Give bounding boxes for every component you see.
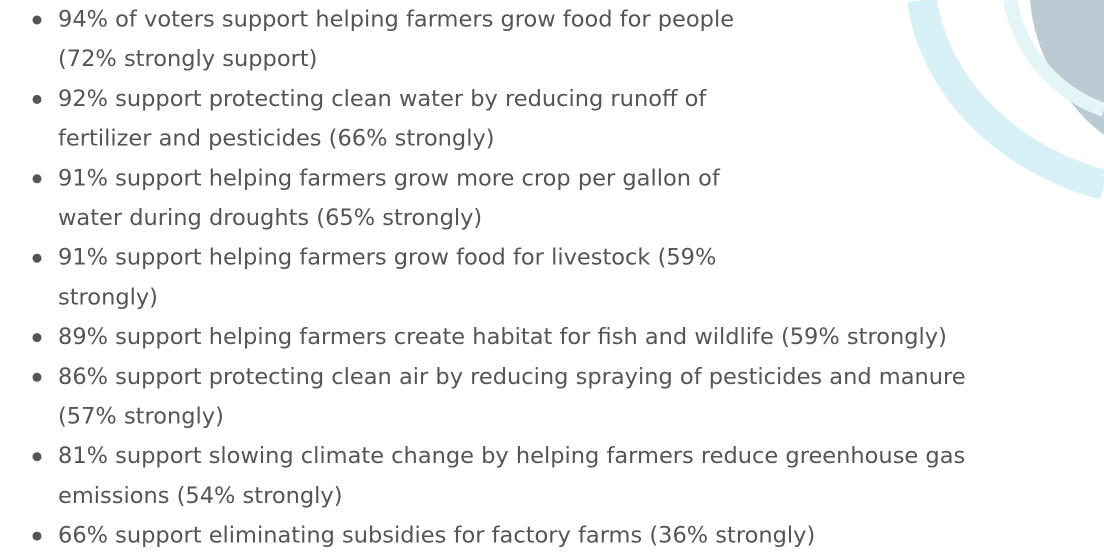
list-item-text: 66% support eliminating subsidies for fa… (58, 523, 815, 549)
list-item-text: fertilizer and pesticides (66% strongly) (58, 126, 495, 152)
bullet (32, 174, 42, 184)
list-item-text: emissions (54% strongly) (58, 483, 343, 509)
bullet (32, 452, 42, 462)
bullet (32, 15, 42, 25)
bullet (32, 333, 42, 343)
decor-arc (1003, 0, 1104, 117)
bullet (32, 531, 42, 541)
list-item-text: 91% support helping farmers grow more cr… (58, 165, 721, 191)
list-item-text: 91% support helping farmers grow food fo… (58, 245, 716, 271)
bullet (32, 372, 42, 382)
list-item-text: 89% support helping farmers create habit… (58, 324, 947, 350)
list-item-text: 92% support protecting clean water by re… (58, 86, 707, 112)
list-item-text: (72% strongly support) (58, 46, 317, 72)
list-item-text: (57% strongly) (58, 404, 224, 430)
list-item-text: 86% support protecting clean air by redu… (58, 364, 966, 390)
list-item-text: strongly) (58, 284, 158, 310)
list-item-text: 81% support slowing climate change by he… (58, 443, 965, 469)
decor-arc (907, 0, 1104, 200)
bullet (32, 94, 42, 104)
list-item-text: 94% of voters support helping farmers gr… (58, 7, 734, 33)
bullet (32, 253, 42, 263)
list-item-text: water during droughts (65% strongly) (58, 205, 482, 231)
